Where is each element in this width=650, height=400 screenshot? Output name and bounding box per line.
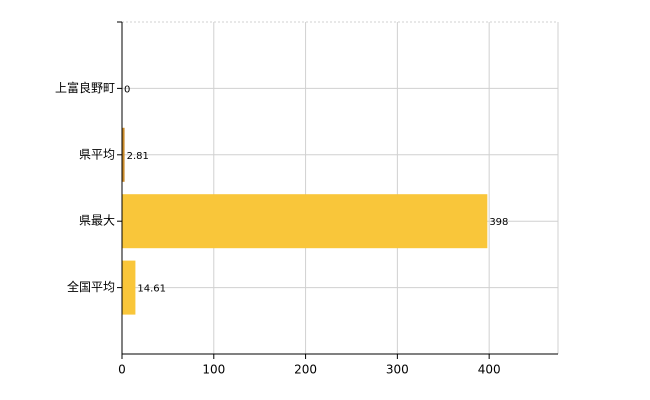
x-tick-label: 200 bbox=[294, 363, 317, 377]
value-label: 2.81 bbox=[127, 151, 149, 162]
value-label: 398 bbox=[489, 217, 508, 228]
x-tick-label: 0 bbox=[118, 363, 126, 377]
y-tick-label: 県平均 bbox=[79, 147, 115, 161]
bar bbox=[122, 260, 136, 315]
x-tick-label: 100 bbox=[202, 363, 225, 377]
x-tick-label: 400 bbox=[478, 363, 501, 377]
y-tick-label: 上富良野町 bbox=[55, 80, 115, 95]
y-tick-label: 全国平均 bbox=[67, 279, 115, 294]
value-label: 0 bbox=[124, 84, 130, 95]
value-label: 14.61 bbox=[137, 284, 166, 295]
y-tick-label: 県最大 bbox=[79, 214, 115, 228]
bar bbox=[122, 194, 488, 249]
bar bbox=[122, 127, 125, 182]
x-tick-label: 300 bbox=[386, 363, 409, 377]
